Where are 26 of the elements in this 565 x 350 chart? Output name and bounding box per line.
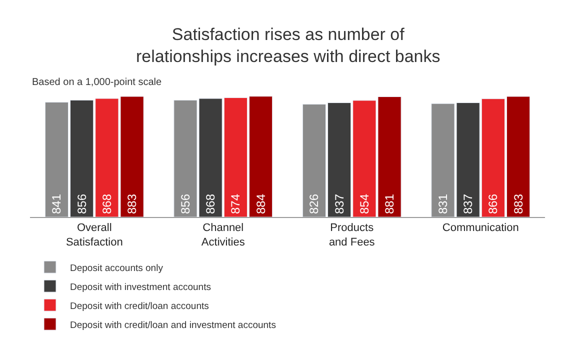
legend-label: Deposit with investment accounts	[70, 282, 212, 293]
x-tick-label: Overall Satisfaction	[66, 222, 123, 248]
data-label: 874	[228, 194, 243, 214]
data-label: 826	[307, 194, 322, 214]
data-label: 883	[125, 194, 140, 214]
data-label: 884	[254, 194, 268, 214]
x-tick-label: Channel Activities	[201, 222, 246, 248]
data-label: 856	[178, 194, 192, 214]
data-label: 868	[204, 194, 218, 214]
data-label: 866	[486, 194, 500, 214]
x-tick-label: Products and Fees	[328, 222, 376, 248]
chart-subtitle: Based on a 1,000-point scale	[32, 77, 162, 88]
legend-label: Deposit accounts only	[70, 262, 164, 274]
data-label: 837	[461, 194, 476, 214]
data-label: 883	[511, 194, 526, 214]
x-tick-label: Communication	[442, 222, 519, 234]
data-label: 868	[100, 194, 114, 214]
data-label: 837	[332, 194, 346, 214]
data-label: 854	[357, 194, 372, 214]
data-label: 881	[382, 194, 397, 214]
legend-label: Deposit with credit/loan accounts	[70, 300, 210, 312]
legend-label: Deposit with credit/loan and investment accounts	[70, 320, 276, 331]
data-label: 841	[50, 194, 64, 214]
chart-title: Satisfaction rises as number of relationships increases with direct banks	[136, 25, 440, 66]
data-label: 856	[74, 194, 89, 214]
data-label: 831	[436, 194, 450, 214]
